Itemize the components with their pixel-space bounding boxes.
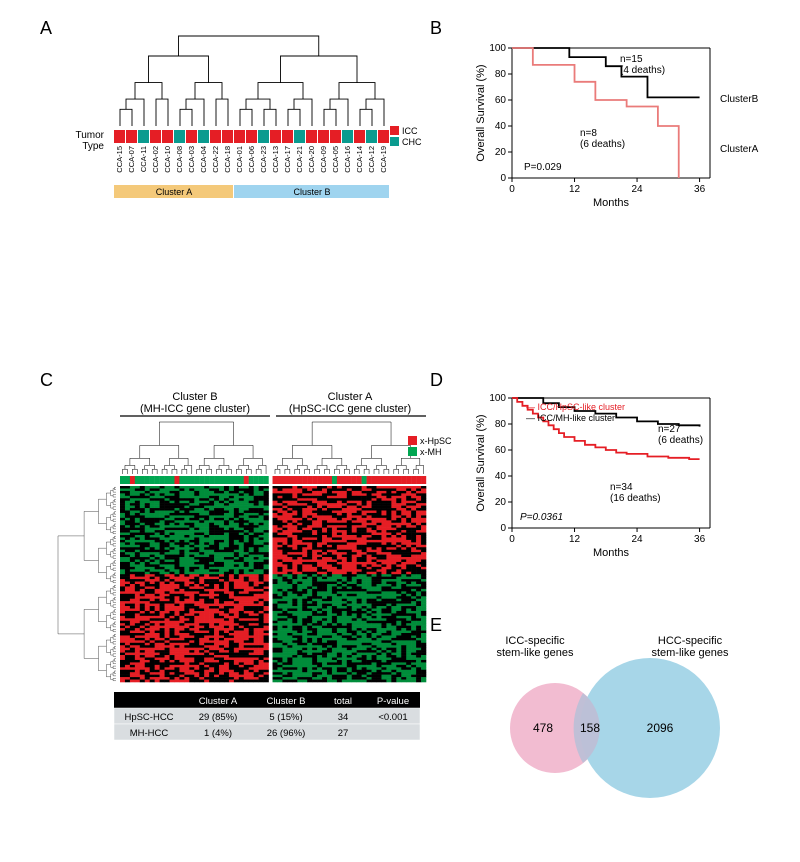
svg-text:CCA-05: CCA-05 [331,146,340,173]
svg-text:(4 deaths): (4 deaths) [620,65,665,76]
svg-text:Cluster A(HpSC-ICC gene cluste: Cluster A(HpSC-ICC gene cluster) [289,391,411,415]
svg-text:(6 deaths): (6 deaths) [580,139,625,150]
svg-text:CCA-15: CCA-15 [115,146,124,173]
panel-b-label: B [430,18,442,39]
svg-text:60: 60 [495,95,507,106]
svg-text:0: 0 [509,184,515,195]
svg-text:CCA-10: CCA-10 [163,146,172,173]
svg-text:40: 40 [495,121,507,132]
svg-text:100: 100 [489,43,506,54]
legend-mh: x-MH [420,447,442,457]
svg-text:Overall Survival (%): Overall Survival (%) [475,64,487,161]
svg-text:CCA-04: CCA-04 [199,146,208,173]
svg-text:CCA-14: CCA-14 [355,146,364,173]
svg-text:0: 0 [500,173,506,184]
svg-text:12: 12 [569,184,581,195]
svg-text:P=0.029: P=0.029 [524,162,562,173]
svg-text:CCA-02: CCA-02 [151,146,160,173]
svg-text:CCA-20: CCA-20 [307,146,316,173]
svg-text:Cluster A: Cluster A [156,187,193,197]
svg-text:20: 20 [495,147,507,158]
svg-text:36: 36 [694,184,706,195]
svg-text:CCA-07: CCA-07 [127,146,136,173]
legend-icc-text: ICC [402,126,418,136]
svg-text:CCA-19: CCA-19 [379,146,388,173]
venn-left-count: 478 [533,721,553,735]
svg-text:Cluster B: Cluster B [293,187,330,197]
panel-a-svg: CCA-15CCA-07CCA-11CCA-02CCA-10CCA-08CCA-… [96,30,416,210]
svg-text:TumorType: TumorType [75,130,104,152]
svg-text:Months: Months [593,197,630,209]
svg-text:n=15: n=15 [620,54,643,65]
panel-e-svg: ICC-specificstem-like genes HCC-specific… [455,628,775,798]
legend-chc-text: CHC [402,137,422,147]
svg-text:CCA-01: CCA-01 [235,146,244,173]
svg-text:ClusterB: ClusterB [720,94,759,105]
svg-text:CCA-09: CCA-09 [319,146,328,173]
panel-a-label: A [40,18,52,39]
svg-text:CCA-03: CCA-03 [187,146,196,173]
svg-text:n=8: n=8 [580,128,597,139]
svg-text:CCA-08: CCA-08 [175,146,184,173]
svg-text:ClusterA: ClusterA [720,144,759,155]
venn-right-count: 2096 [647,721,674,735]
svg-text:CCA-17: CCA-17 [283,146,292,173]
legend-hpsc: x-HpSC [420,436,452,446]
svg-text:CCA-12: CCA-12 [367,146,376,173]
svg-text:CCA-21: CCA-21 [295,146,304,173]
svg-text:Cluster B(MH-ICC gene cluster): Cluster B(MH-ICC gene cluster) [140,391,250,415]
svg-text:CCA-22: CCA-22 [211,146,220,173]
svg-text:CCA-11: CCA-11 [139,146,148,172]
venn-overlap-count: 158 [580,721,600,735]
svg-text:CCA-16: CCA-16 [343,146,352,173]
panel-d-svg: 0204060801000122436Overall Survival (%)M… [470,390,770,560]
panel-e-label: E [430,615,442,636]
svg-text:CCA-13: CCA-13 [271,146,280,173]
svg-text:CCA-23: CCA-23 [259,146,268,173]
panel-d-label: D [430,370,443,391]
panel-b-svg: 0 20 40 60 80 100 0 12 24 36 Overall Survival (%) M… [470,40,770,210]
svg-text:CCA-18: CCA-18 [223,146,232,173]
svg-text:80: 80 [495,69,507,80]
svg-text:CCA-06: CCA-06 [247,146,256,173]
svg-text:24: 24 [631,184,643,195]
panel-c-svg: Cluster B(MH-ICC gene cluster) Cluster A… [50,388,440,754]
